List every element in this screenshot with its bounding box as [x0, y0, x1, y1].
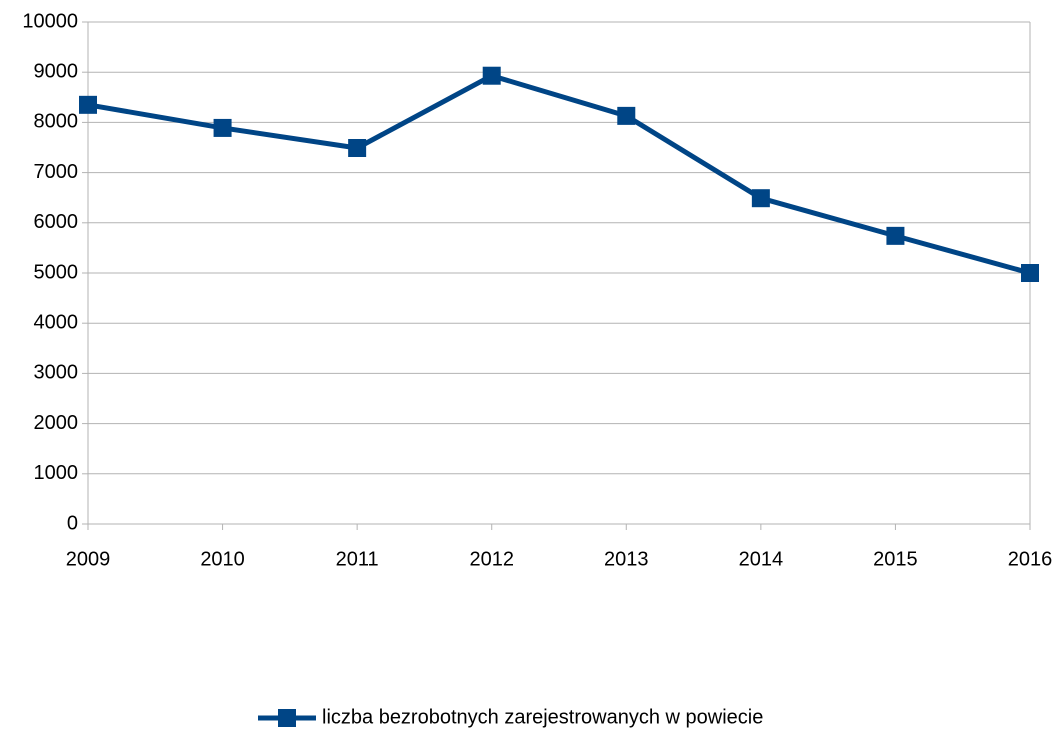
point-marker	[213, 118, 232, 137]
y-tick-label: 7000	[34, 161, 79, 183]
point-marker	[348, 139, 367, 158]
y-tick-label: 3000	[34, 362, 79, 384]
point-marker	[79, 95, 97, 114]
y-tick-label: 9000	[34, 60, 79, 82]
y-tick-label: 4000	[34, 311, 79, 333]
x-tick-label: 2012	[469, 548, 514, 570]
x-tick-label: 2015	[873, 548, 918, 570]
point-marker	[617, 106, 636, 125]
x-tick-label: 2009	[66, 548, 111, 570]
y-tick-label: 0	[67, 512, 78, 534]
x-tick-label: 2011	[336, 548, 379, 570]
point-marker	[886, 226, 905, 245]
x-tick-label: 2014	[739, 548, 784, 570]
legend-label: liczba bezrobotnych zarejestrowanych w p…	[322, 706, 763, 728]
y-tick-label: 5000	[34, 261, 79, 283]
x-tick-label: 2013	[604, 548, 649, 570]
point-marker	[1021, 264, 1039, 282]
y-tick-label: 10000	[22, 10, 78, 32]
x-tick-label: 2010	[200, 548, 245, 570]
y-tick-label: 2000	[34, 412, 79, 434]
legend-marker	[278, 709, 296, 727]
y-tick-label: 6000	[34, 211, 79, 233]
x-tick-label: 2016	[1008, 548, 1053, 570]
y-tick-label: 8000	[34, 111, 79, 133]
point-marker	[751, 189, 770, 208]
series-line	[87, 73, 1031, 276]
y-tick-label: 1000	[34, 462, 79, 484]
point-marker	[482, 66, 501, 85]
